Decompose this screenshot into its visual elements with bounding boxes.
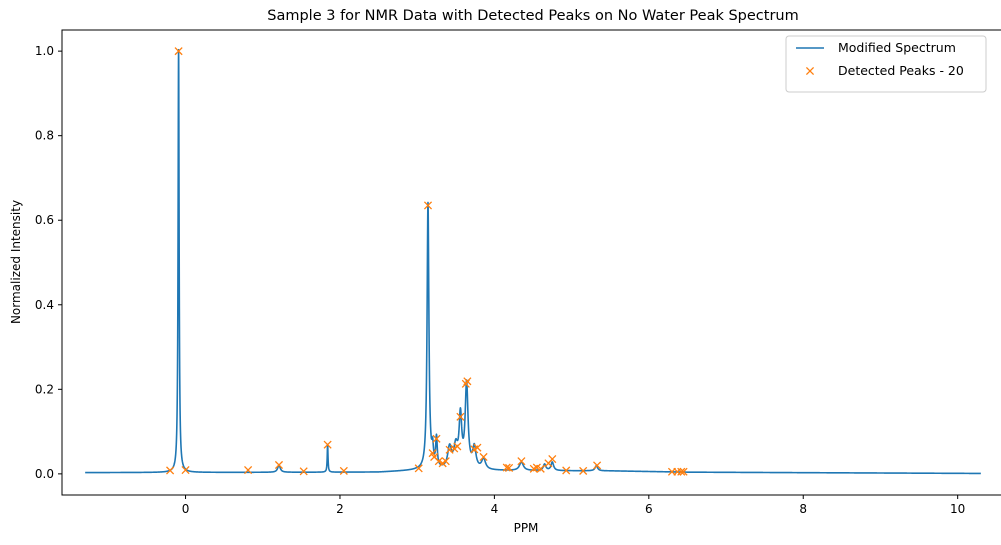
x-tick-label: 2	[336, 502, 344, 516]
x-tick-label: 8	[799, 502, 807, 516]
legend-box	[785, 35, 987, 93]
detected-peak-marker	[323, 440, 332, 449]
detected-peak-marker	[174, 47, 183, 56]
detected-peak-marker	[593, 461, 602, 470]
y-tick-label: 0.0	[35, 467, 54, 481]
detected-peak-marker	[456, 412, 465, 421]
legend-entry-modified-spectrum: Modified Spectrum	[838, 40, 956, 55]
detected-peak-marker	[536, 464, 545, 473]
detected-peaks-layer	[166, 47, 688, 476]
detected-peak-marker	[562, 466, 571, 475]
detected-peak-marker	[181, 465, 190, 475]
plot-area-frame	[61, 29, 1001, 496]
detected-peak-marker	[463, 377, 472, 386]
detected-peak-marker	[423, 201, 433, 210]
detected-peak-marker	[677, 467, 686, 476]
legend: Modified Spectrum Detected Peaks - 20	[785, 35, 987, 93]
detected-peak-marker	[244, 465, 253, 475]
y-tick-label: 0.8	[35, 129, 54, 143]
detected-peak-marker	[505, 463, 514, 473]
x-tick-label: 6	[645, 502, 653, 516]
detected-peak-marker	[432, 434, 441, 443]
y-tick-label: 0.2	[35, 382, 54, 396]
detected-peak-marker	[673, 467, 682, 476]
legend-x-marker	[805, 66, 815, 76]
series-line-modified-spectrum	[84, 48, 982, 475]
x-axis-label: PPM	[514, 521, 539, 535]
axis-ticks: 0 2 4 6 8 10 0.0 0.2 0.4 0.6 0.8 1.0	[35, 44, 965, 516]
legend-x-marker-swatch	[805, 66, 815, 76]
legend-entry-detected-peaks: Detected Peaks - 20	[838, 63, 964, 78]
x-tick-label: 10	[950, 502, 965, 516]
detected-peak-marker	[434, 457, 443, 466]
detected-peak-marker	[299, 467, 308, 476]
detected-peak-marker	[274, 460, 284, 470]
detected-peak-marker	[441, 457, 450, 466]
detected-peak-marker	[479, 452, 488, 462]
detected-peak-marker	[679, 467, 688, 476]
y-tick-label: 0.4	[35, 298, 54, 312]
detected-peak-marker	[339, 466, 348, 475]
detected-peak-marker	[414, 464, 423, 473]
detected-peak-marker	[517, 457, 526, 466]
x-tick-label: 0	[182, 502, 190, 516]
chart-title: Sample 3 for NMR Data with Detected Peak…	[267, 8, 798, 24]
detected-peak-marker	[579, 466, 588, 475]
x-tick-label: 4	[491, 502, 499, 516]
detected-peak-marker	[445, 445, 454, 454]
spectrum-layer	[84, 48, 982, 475]
detected-peak-marker	[473, 443, 482, 452]
y-tick-label: 1.0	[35, 44, 54, 58]
detected-peak-marker	[548, 455, 557, 464]
detected-peak-marker	[166, 466, 175, 475]
detected-peak-marker	[502, 463, 511, 472]
y-tick-label: 0.6	[35, 213, 54, 227]
y-axis-label: Normalized Intensity	[9, 200, 23, 324]
detected-peak-marker	[453, 442, 462, 451]
